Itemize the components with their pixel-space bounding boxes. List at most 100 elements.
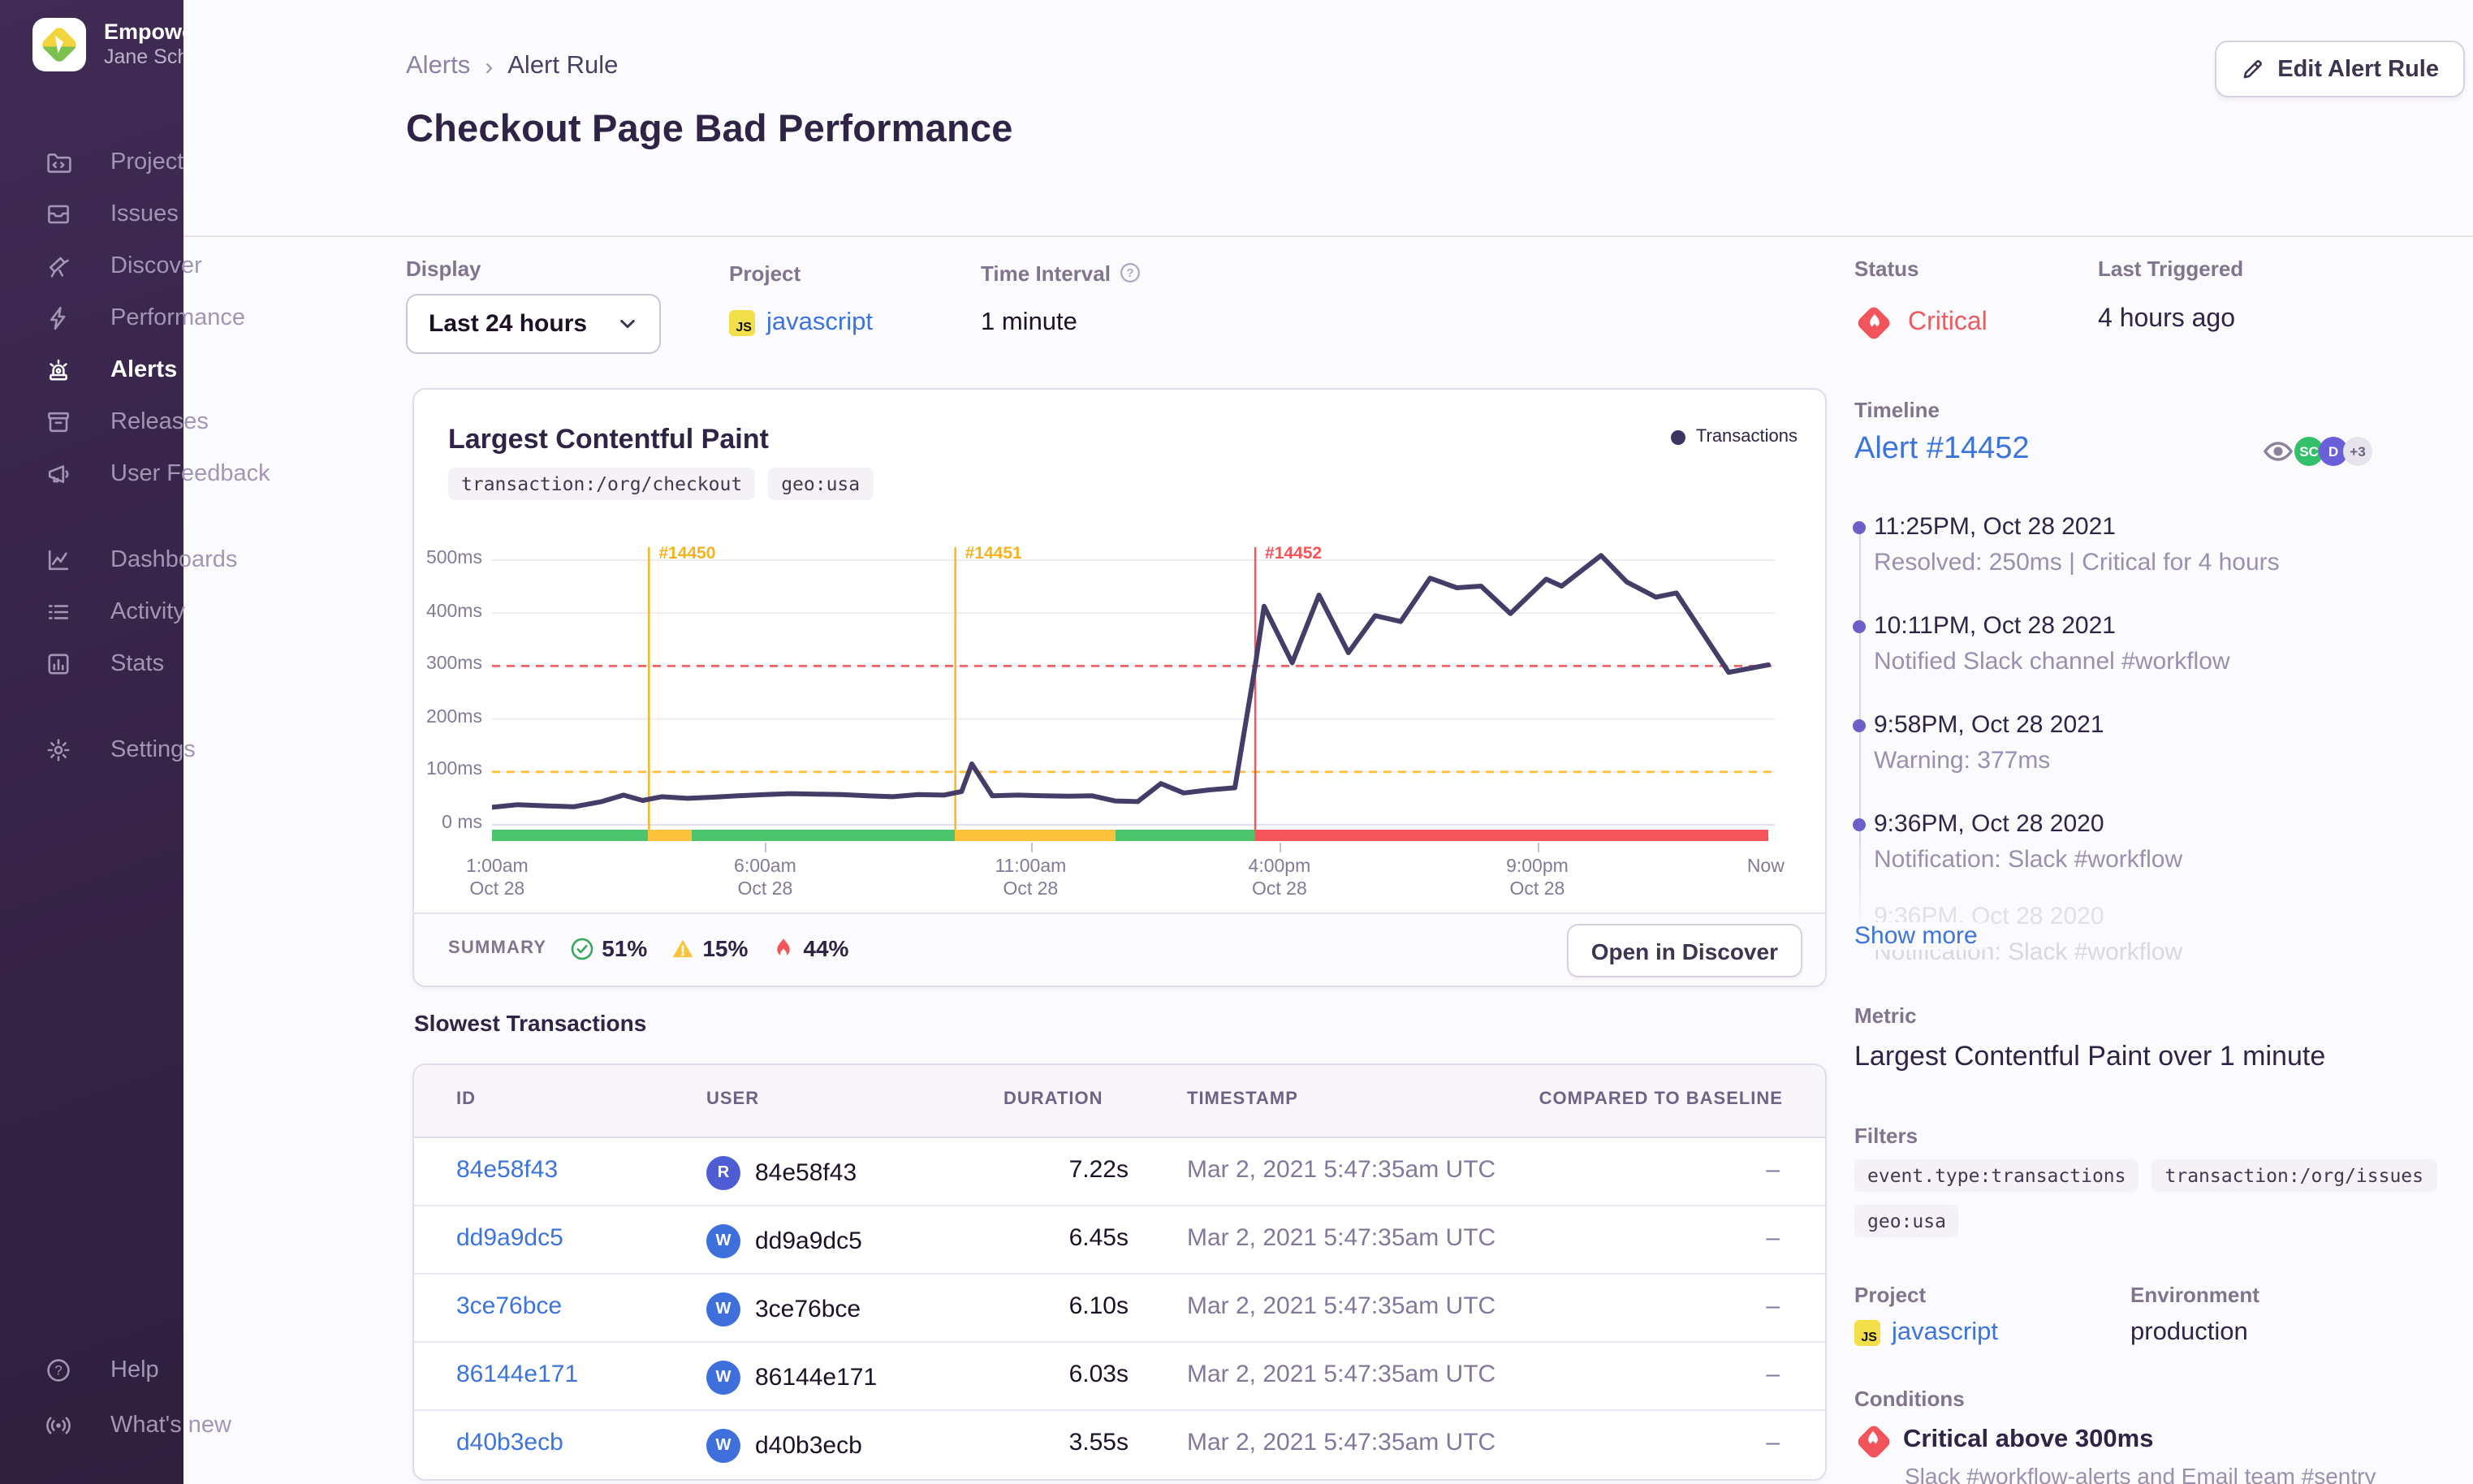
show-more-link[interactable]: Show more (1854, 922, 1987, 950)
svg-text:?: ? (54, 1363, 62, 1378)
status-segment (1255, 829, 1768, 840)
question-circle-icon[interactable]: ? (1119, 261, 1142, 284)
sidebar-item-dashboards[interactable]: Dashboards (45, 537, 237, 583)
check-circle-icon (570, 937, 593, 960)
x-tick-mark (765, 843, 767, 852)
avatar: W (706, 1429, 740, 1463)
user-cell: W 3ce76bce (706, 1292, 861, 1327)
sidebar-item-performance[interactable]: Performance (45, 296, 245, 341)
sidebar-item-releases[interactable]: Releases (45, 399, 209, 445)
avatar-overflow[interactable]: +3 (2343, 437, 2372, 466)
table-row[interactable]: 86144e171 W 86144e171 6.03s Mar 2, 2021 5… (414, 1343, 1825, 1411)
project-link[interactable]: JS javascript (729, 308, 873, 338)
status-segment (647, 829, 693, 840)
col-duration: DURATION (1003, 1089, 1103, 1109)
timeline-desc: Notified Slack channel #workflow (1874, 648, 2230, 675)
y-tick-label: 400ms (425, 602, 482, 622)
tag-geo: geo:usa (768, 468, 874, 500)
series-dot-icon (1671, 429, 1686, 444)
open-in-discover-button[interactable]: Open in Discover (1566, 924, 1802, 977)
x-tick-label: 6:00am Oct 28 (734, 857, 796, 899)
metric-value: Largest Contentful Paint over 1 minute (1854, 1041, 2326, 1072)
col-user: USER (706, 1089, 760, 1109)
conditions-label: Conditions (1854, 1387, 1965, 1411)
line-chart[interactable] (492, 541, 1775, 830)
sidebar-item-discover[interactable]: Discover (45, 244, 202, 289)
timeline-label: Timeline (1854, 398, 1940, 422)
timeline-desc: Notification: Slack #workflow (1874, 846, 2183, 874)
critical-diamond-icon (1854, 304, 1893, 343)
status-segment (492, 829, 648, 840)
x-tick-label: 4:00pm Oct 28 (1248, 857, 1311, 899)
sidebar-item-issues[interactable]: Issues (45, 192, 179, 237)
alert-number-link[interactable]: Alert #14452 (1854, 432, 2030, 466)
summary-label: SUMMARY (448, 938, 547, 958)
megaphone-icon (48, 465, 69, 483)
edit-alert-rule-button[interactable]: Edit Alert Rule (2214, 41, 2465, 97)
rail-project-link[interactable]: JS javascript (1854, 1318, 1998, 1348)
sidebar-item-label: Projects (110, 149, 196, 175)
timeline-dot-icon (1853, 521, 1866, 534)
transactions-heading: Slowest Transactions (414, 1010, 647, 1036)
timeline-entry: 10:11PM, Oct 28 2021 Notified Slack chan… (1853, 612, 2442, 677)
incident-label[interactable]: #14450 (658, 544, 716, 563)
baseline-cell: – (1766, 1361, 1780, 1388)
last-triggered-label: Last Triggered (2098, 257, 2244, 281)
avatar: W (706, 1292, 740, 1327)
breadcrumb-alerts-link[interactable]: Alerts (406, 52, 471, 80)
incident-label[interactable]: #14452 (1265, 544, 1323, 563)
timeline-desc: Resolved: 250ms | Critical for 4 hours (1874, 549, 2280, 576)
chart-legend[interactable]: Transactions (1671, 427, 1798, 446)
line-chart-icon (48, 550, 69, 571)
baseline-cell: – (1766, 1224, 1780, 1252)
sidebar-item-projects[interactable]: Projects (45, 140, 196, 185)
display-dropdown[interactable]: Last 24 hours (406, 294, 661, 354)
telescope-icon (49, 257, 69, 278)
user-cell: W 86144e171 (706, 1361, 877, 1395)
duration-cell: 7.22s (1068, 1156, 1129, 1184)
table-row[interactable]: 84e58f43 R 84e58f43 7.22s Mar 2, 2021 5:4… (414, 1138, 1825, 1206)
rail-project-value: javascript (1892, 1318, 1998, 1346)
condition-title: Critical above 300ms (1854, 1422, 2153, 1458)
sidebar: Empower Plant Jane Schmidt Projects Issu… (0, 0, 270, 1484)
user-cell: R 84e58f43 (706, 1156, 857, 1190)
timeline-time: 11:25PM, Oct 28 2021 (1874, 513, 2116, 541)
avatar: W (706, 1224, 740, 1258)
sidebar-item-label: Performance (110, 305, 246, 331)
chart-plot: 0 ms 100ms 200ms 300ms 400ms 500ms #14450 #144… (414, 390, 1828, 989)
timeline-entry: 11:25PM, Oct 28 2021 Resolved: 250ms | C… (1853, 513, 2442, 578)
transaction-id-link[interactable]: 84e58f43 (456, 1156, 559, 1184)
table-row[interactable]: 3ce76bce W 3ce76bce 6.10s Mar 2, 2021 5:4… (414, 1275, 1825, 1343)
environment-label: Environment (2130, 1283, 2259, 1307)
bar-chart-icon (48, 654, 69, 675)
sidebar-item-whats-new[interactable]: What's new (45, 1403, 231, 1448)
sidebar-item-help[interactable]: ? Help (45, 1348, 159, 1393)
incident-label[interactable]: #14451 (965, 544, 1022, 563)
filter-tag: transaction:/org/issues (2151, 1159, 2436, 1192)
x-tick-label: Now (1746, 857, 1785, 877)
transaction-id-link[interactable]: d40b3ecb (456, 1429, 563, 1456)
filters-tags: event.type:transactions transaction:/org… (1854, 1159, 2455, 1237)
timeline-time: 9:36PM, Oct 28 2020 (1874, 810, 2104, 838)
sidebar-item-user-feedback[interactable]: User Feedback (45, 451, 270, 497)
transaction-id-link[interactable]: 86144e171 (456, 1361, 579, 1388)
timeline-time: 10:11PM, Oct 28 2021 (1874, 612, 2116, 640)
status-badge: Critical (1854, 304, 1987, 343)
sidebar-item-label: Alerts (110, 357, 178, 383)
summary-warning: 15% (670, 935, 748, 961)
chevron-down-icon (620, 319, 635, 329)
sidebar-item-activity[interactable]: Activity (45, 589, 185, 635)
edit-button-label: Edit Alert Rule (2277, 56, 2439, 82)
timeline-desc: Warning: 377ms (1874, 747, 2051, 774)
transaction-id-link[interactable]: dd9a9dc5 (456, 1224, 563, 1252)
transaction-id-link[interactable]: 3ce76bce (456, 1292, 563, 1320)
sidebar-item-alerts[interactable]: Alerts (45, 347, 177, 393)
last-triggered-value: 4 hours ago (2098, 305, 2236, 333)
sidebar-item-stats[interactable]: Stats (45, 641, 164, 687)
y-tick-label: 500ms (425, 549, 482, 568)
sidebar-item-settings[interactable]: Settings (45, 727, 196, 773)
duration-cell: 6.10s (1068, 1292, 1129, 1320)
